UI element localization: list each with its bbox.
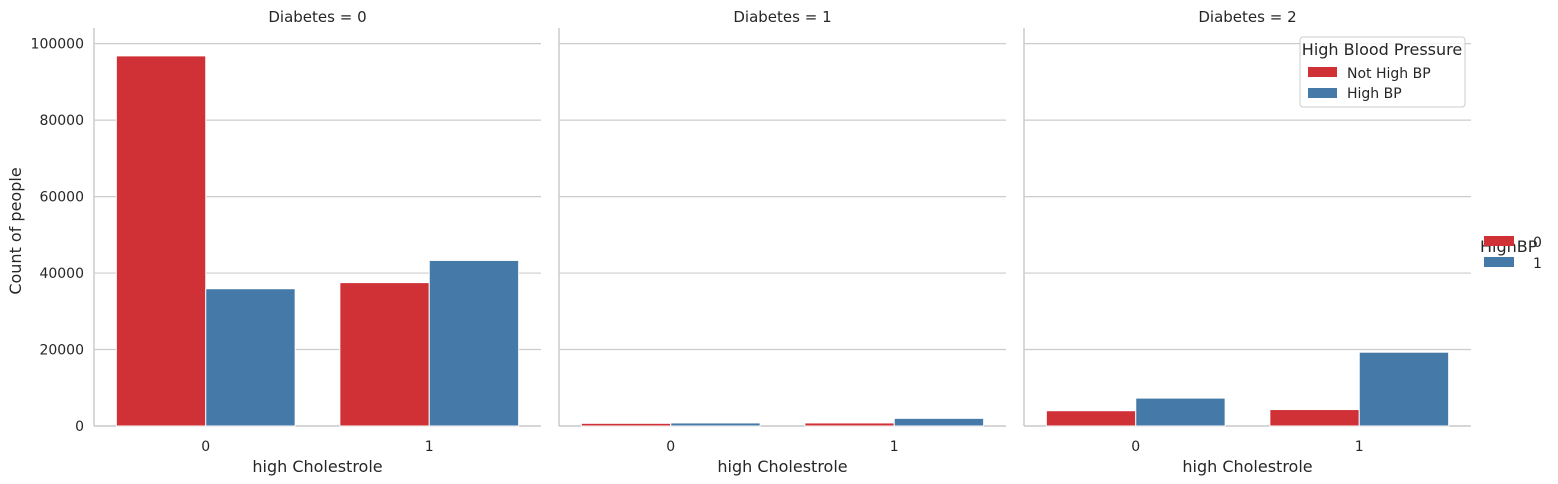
bar-highbp-0-chol-0 [1045,410,1137,427]
x-tick-label: 0 [666,439,675,455]
bar-highbp-1-chol-0 [670,422,761,427]
bar-highbp-1-chol-0 [1135,397,1226,427]
bar-highbp-1-chol-1 [428,259,520,427]
bar-highbp-0-chol-0 [580,422,672,427]
bar-highbp-0-chol-1 [1269,409,1360,427]
outer-legend-swatch-0 [1484,236,1514,246]
inner-legend: High Blood Pressure Not High BP High BP [1299,36,1466,108]
y-tick-label: 0 [75,419,84,435]
y-tick-label: 100000 [31,37,84,53]
outer-legend-label-0: 0 [1533,235,1542,251]
panel-0: 0 20000 40000 60000 80000 100000 Diabetes = 0 0… [31,8,541,476]
inner-legend-label-not-high-bp: Not High BP [1347,66,1431,82]
x-tick-label: 1 [425,439,434,455]
inner-legend-swatch-not-high-bp [1308,67,1337,77]
x-axis-label: high Cholestrole [717,457,847,476]
bar-highbp-1-chol-0 [205,288,296,427]
x-axis-label: high Cholestrole [1182,457,1312,476]
y-tick-label: 40000 [39,266,84,282]
x-tick-label: 1 [890,439,899,455]
outer-legend: HighBP 0 1 [1480,235,1542,272]
x-tick-label: 0 [201,439,210,455]
y-tick-label: 60000 [39,190,84,206]
panel-title: Diabetes = 2 [1198,8,1296,26]
inner-legend-label-high-bp: High BP [1347,86,1402,102]
inner-legend-frame [1299,36,1466,108]
bar-highbp-0-chol-1 [339,282,430,427]
x-tick-label: 0 [1131,439,1140,455]
panel-1: Diabetes = 1 0 1 high Cholestrole [558,8,1006,476]
bar-highbp-1-chol-1 [893,417,985,427]
outer-legend-swatch-1 [1484,257,1514,267]
x-tick-label: 1 [1355,439,1364,455]
x-axis-label: high Cholestrole [252,457,382,476]
y-tick-label: 80000 [39,113,84,129]
panel-title: Diabetes = 1 [733,8,831,26]
y-axis-label: Count of people [6,167,25,294]
y-tick-label: 20000 [39,343,84,359]
panel-title: Diabetes = 0 [268,8,366,26]
panels: 0 20000 40000 60000 80000 100000 Diabetes = 0 0… [31,8,1471,476]
inner-legend-title: High Blood Pressure [1302,40,1462,59]
outer-legend-label-1: 1 [1533,256,1542,272]
bar-highbp-0-chol-0 [115,55,207,427]
inner-legend-swatch-high-bp [1308,88,1337,98]
bar-highbp-0-chol-1 [804,422,895,427]
bar-highbp-1-chol-1 [1358,351,1450,427]
